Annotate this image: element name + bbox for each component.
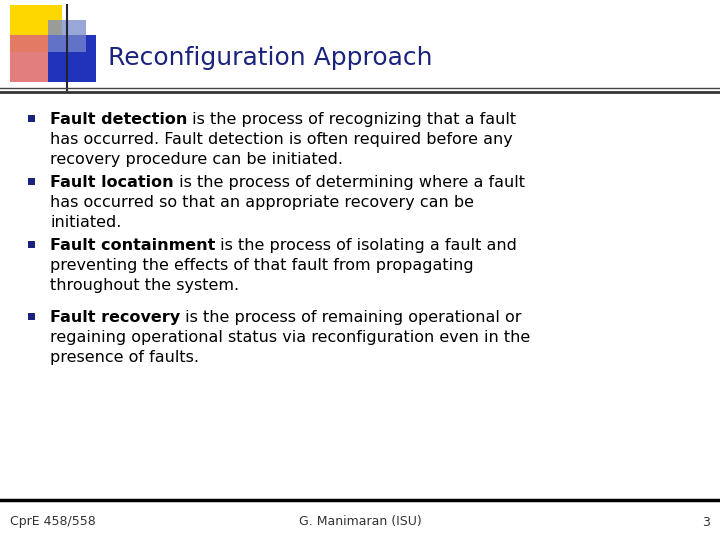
Text: G. Manimaran (ISU): G. Manimaran (ISU) <box>299 516 421 529</box>
Text: initiated.: initiated. <box>50 215 122 230</box>
Text: is the process of remaining operational or: is the process of remaining operational … <box>180 310 521 325</box>
Text: CprE 458/558: CprE 458/558 <box>10 516 96 529</box>
Text: is the process of determining where a fault: is the process of determining where a fa… <box>174 175 525 190</box>
Bar <box>10 35 52 82</box>
Bar <box>48 20 86 52</box>
Text: Fault location: Fault location <box>50 175 174 190</box>
Text: has occurred. Fault detection is often required before any: has occurred. Fault detection is often r… <box>50 132 513 147</box>
Bar <box>48 35 96 82</box>
Text: regaining operational status via reconfiguration even in the: regaining operational status via reconfi… <box>50 330 530 345</box>
Text: recovery procedure can be initiated.: recovery procedure can be initiated. <box>50 152 343 167</box>
Bar <box>28 313 35 320</box>
Bar <box>28 241 35 248</box>
Text: is the process of isolating a fault and: is the process of isolating a fault and <box>215 238 517 253</box>
Text: Reconfiguration Approach: Reconfiguration Approach <box>108 46 433 70</box>
Text: presence of faults.: presence of faults. <box>50 350 199 365</box>
Text: Fault containment: Fault containment <box>50 238 215 253</box>
Bar <box>28 178 35 185</box>
Bar <box>28 115 35 122</box>
Text: 3: 3 <box>702 516 710 529</box>
Text: Fault detection: Fault detection <box>50 112 187 127</box>
Text: is the process of recognizing that a fault: is the process of recognizing that a fau… <box>187 112 516 127</box>
Bar <box>10 5 62 52</box>
Text: Fault recovery: Fault recovery <box>50 310 180 325</box>
Text: preventing the effects of that fault from propagating: preventing the effects of that fault fro… <box>50 258 474 273</box>
Text: has occurred so that an appropriate recovery can be: has occurred so that an appropriate reco… <box>50 195 474 210</box>
Text: throughout the system.: throughout the system. <box>50 278 239 293</box>
